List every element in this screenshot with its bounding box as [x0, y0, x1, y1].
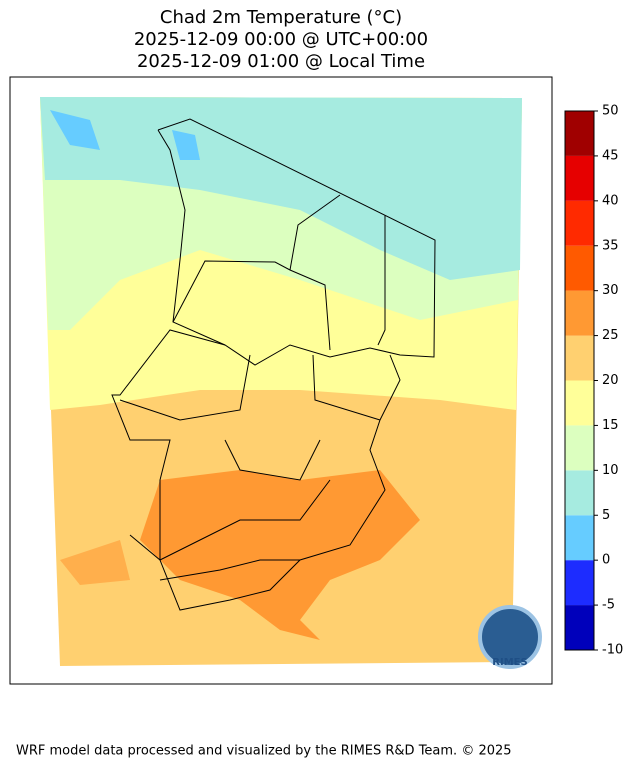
tick-label: 0: [602, 553, 610, 568]
border: [159, 559, 300, 581]
map: RIMES: [9, 76, 553, 685]
colorbar: -10 -5 0 5 10 15 20 25 30 35 40 45 50: [564, 104, 623, 658]
colorbar-bin: [565, 380, 594, 426]
colorbar-bin: [565, 200, 594, 246]
tick-label: 15: [602, 418, 619, 433]
temp-zone: [50, 110, 100, 150]
tick-label: 10: [602, 463, 619, 478]
tick-label: 25: [602, 328, 619, 343]
title-line: 2025-12-09 00:00 @ UTC+00:00: [134, 29, 428, 50]
tick-label: -5: [602, 598, 615, 613]
colorbar-bin: [565, 290, 594, 336]
border: [172, 260, 331, 351]
tick-label: 35: [602, 238, 619, 253]
border: [312, 354, 381, 421]
border: [129, 479, 331, 561]
footer: WRF model data processed and visualized …: [16, 744, 512, 759]
tick-label: 5: [602, 508, 610, 523]
colorbar-bin: [565, 515, 594, 561]
logo-text: RIMES: [492, 657, 527, 668]
colorbar-bin: [565, 111, 594, 156]
temp-zone: [140, 470, 420, 640]
tick-label: 45: [602, 148, 619, 163]
border: [119, 354, 251, 421]
temp-zone: [172, 130, 200, 160]
colorbar-bin: [565, 605, 594, 650]
colorbar-bin: [565, 470, 594, 516]
tick-label: 30: [602, 283, 619, 298]
logo: [478, 605, 542, 669]
colorbar-bin: [565, 245, 594, 291]
border: [111, 329, 401, 611]
border: [377, 215, 386, 346]
tick-label: -10: [602, 643, 623, 658]
colorbar-bin: [565, 335, 594, 381]
colorbar-bin: [565, 155, 594, 201]
tick-label: 20: [602, 373, 619, 388]
border: [289, 194, 341, 271]
title-line: 2025-12-09 01:00 @ Local Time: [137, 51, 425, 72]
title-line: Chad 2m Temperature (°C): [160, 7, 402, 28]
temp-zone: [60, 540, 130, 585]
colorbar-bin: [565, 425, 594, 471]
border: [157, 118, 436, 366]
colorbar-bin: [565, 560, 594, 606]
tick-label: 40: [602, 193, 619, 208]
tick-label: 50: [602, 104, 619, 119]
border: [224, 439, 321, 481]
temp-zone: [40, 97, 522, 280]
